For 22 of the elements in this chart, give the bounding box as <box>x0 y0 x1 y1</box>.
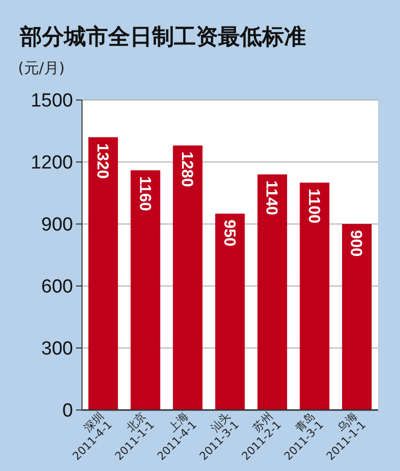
bar <box>257 174 288 410</box>
data-label: 1140 <box>262 180 280 216</box>
bar <box>172 145 203 410</box>
y-tick-label: 1500 <box>30 90 73 112</box>
data-label: 950 <box>220 220 238 246</box>
data-label: 1280 <box>178 151 196 188</box>
data-label: 1320 <box>94 143 111 179</box>
data-label: 1100 <box>304 188 322 224</box>
y-tick-label: 600 <box>41 276 73 298</box>
y-tick-label: 1200 <box>30 152 73 174</box>
y-tick-label: 900 <box>41 214 73 236</box>
bar <box>300 182 330 410</box>
bar <box>342 224 372 410</box>
bar <box>130 170 160 410</box>
chart-title: 部分城市全日制工资最低标准 <box>19 24 306 50</box>
bar <box>88 137 118 410</box>
y-tick-label: 300 <box>41 338 73 360</box>
data-label: 900 <box>347 230 364 257</box>
data-label: 1160 <box>136 176 153 212</box>
bar <box>215 214 245 410</box>
y-tick-label: 0 <box>62 400 73 422</box>
y-axis-title: (元/月) <box>18 59 65 77</box>
